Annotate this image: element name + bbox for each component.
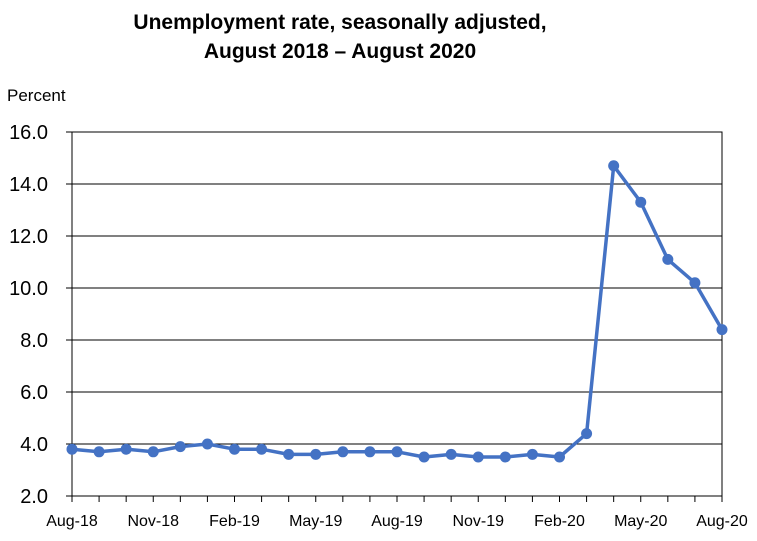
data-point bbox=[391, 446, 403, 458]
chart-title-line-2: August 2018 – August 2020 bbox=[203, 40, 477, 63]
y-tick-labels: 2.0 4.0 6.0 8.0 10.0 12.0 14.0 16.0 bbox=[9, 122, 48, 508]
y-tick-label: 4.0 bbox=[20, 434, 48, 456]
data-point bbox=[472, 451, 484, 463]
chart-title-line-1: Unemployment rate, seasonally adjusted, bbox=[133, 11, 547, 34]
series-line bbox=[71, 164, 724, 459]
data-point bbox=[337, 446, 349, 458]
data-point bbox=[445, 448, 457, 460]
y-tick-label: 6.0 bbox=[20, 382, 48, 404]
x-tick-label: Aug-20 bbox=[696, 513, 748, 530]
data-point bbox=[147, 446, 159, 458]
data-point bbox=[554, 451, 565, 463]
y-tick-label: 10.0 bbox=[9, 278, 48, 300]
data-point bbox=[229, 443, 240, 455]
data-point bbox=[635, 196, 647, 208]
x-tick-labels: Aug-18 Nov-18 Feb-19 May-19 Aug-19 Nov-19 Feb-… bbox=[46, 513, 748, 530]
data-point bbox=[310, 448, 322, 460]
data-point bbox=[526, 448, 538, 460]
y-tick-label: 2.0 bbox=[20, 486, 48, 508]
data-point bbox=[418, 451, 430, 463]
data-point bbox=[689, 277, 701, 289]
x-tick-label: Feb-19 bbox=[209, 513, 260, 530]
y-tick-label: 8.0 bbox=[20, 330, 48, 352]
plot-area-border bbox=[71, 131, 723, 497]
x-tick-label: May-19 bbox=[289, 513, 342, 530]
series-group bbox=[66, 160, 728, 463]
x-tick-label: Feb-20 bbox=[534, 513, 585, 530]
x-tick-label: Aug-18 bbox=[46, 513, 98, 530]
data-point bbox=[364, 446, 376, 458]
chart-title: Unemployment rate, seasonally adjusted, … bbox=[0, 8, 680, 66]
data-point bbox=[201, 438, 213, 450]
y-axis-label: Percent bbox=[7, 86, 66, 105]
data-point bbox=[499, 451, 511, 463]
x-tick-label: Nov-19 bbox=[452, 513, 504, 530]
data-point bbox=[120, 443, 132, 455]
data-point bbox=[93, 446, 105, 458]
data-point bbox=[608, 160, 620, 172]
data-point bbox=[256, 443, 268, 455]
data-point bbox=[283, 448, 295, 460]
y-tick-label: 14.0 bbox=[9, 174, 48, 196]
data-point bbox=[581, 428, 593, 440]
data-point bbox=[662, 253, 674, 265]
x-tick-label: Nov-18 bbox=[127, 513, 179, 530]
axes bbox=[66, 131, 723, 502]
y-tick-label: 12.0 bbox=[9, 226, 48, 248]
data-point bbox=[716, 324, 728, 336]
data-point bbox=[66, 443, 78, 455]
data-point bbox=[174, 441, 186, 453]
x-tick-label: May-20 bbox=[614, 513, 667, 530]
x-tick-label: Aug-19 bbox=[371, 513, 423, 530]
y-tick-label: 16.0 bbox=[9, 122, 48, 144]
